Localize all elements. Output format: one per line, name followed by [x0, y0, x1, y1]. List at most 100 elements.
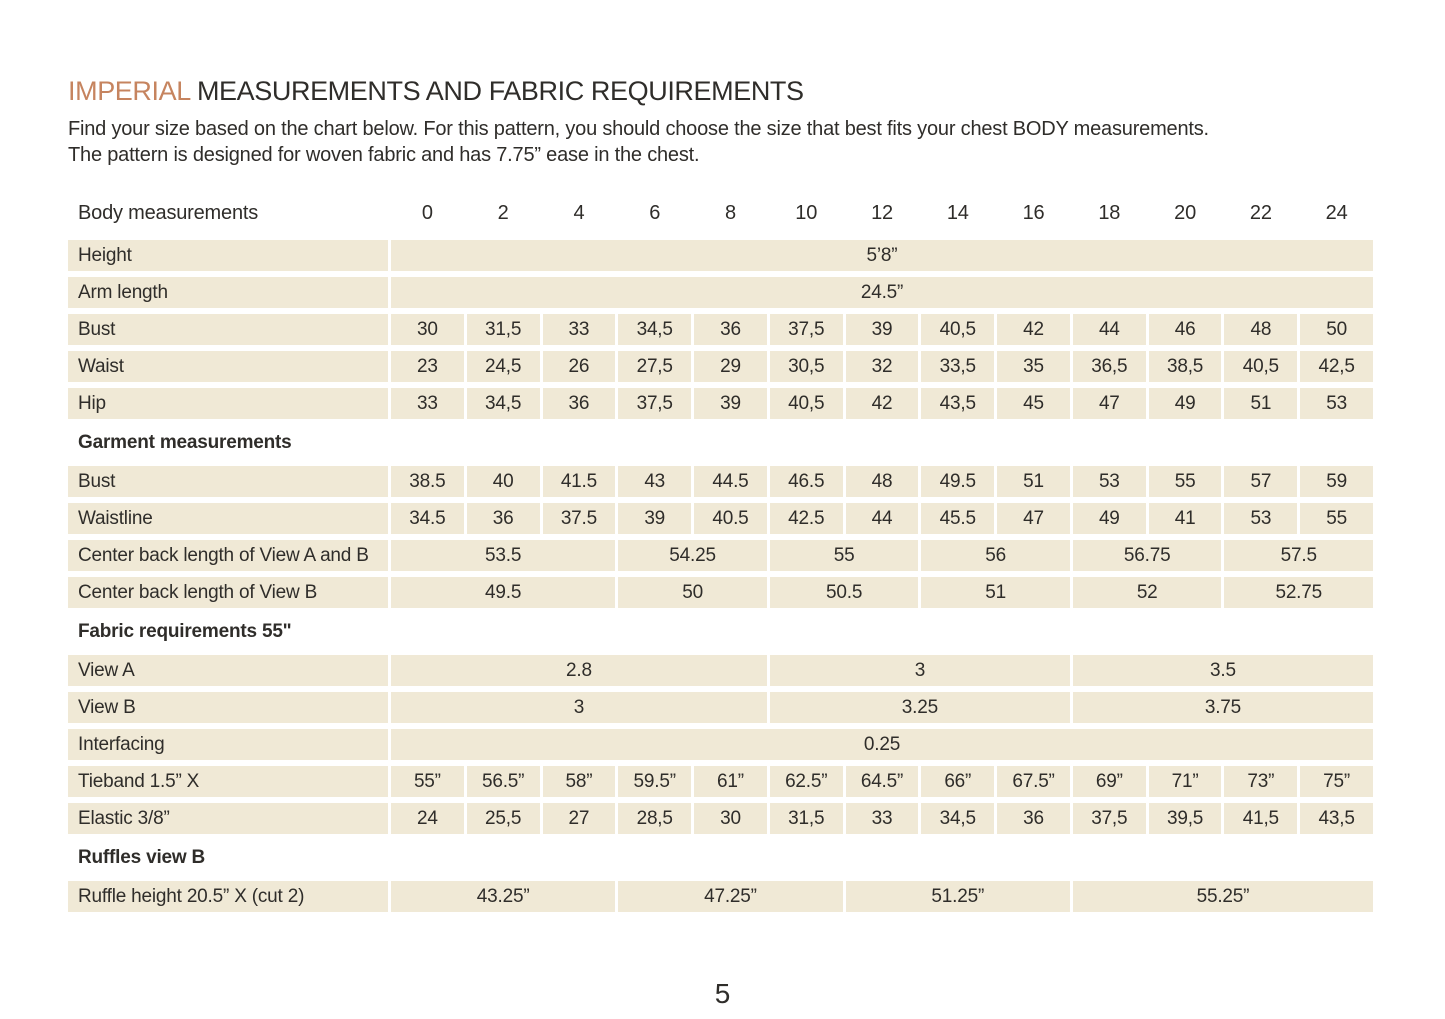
table-cell: 56.75 [1072, 540, 1222, 571]
page-content: IMPERIAL MEASUREMENTS AND FABRIC REQUIRE… [68, 76, 1373, 918]
row-label: View B [68, 692, 388, 723]
table-row: Hip 33 34,5 36 37,5 39 40,5 42 43,5 45 47 49 51 53 [68, 388, 1373, 419]
table-row: Interfacing 0.25 [68, 729, 1373, 760]
table-cell: 29 [694, 351, 767, 382]
table-cell: 41 [1148, 503, 1222, 534]
row-label: Tieband 1.5” X [68, 766, 388, 797]
row-label: Arm length [68, 277, 388, 308]
section-title: Garment measurements [78, 432, 292, 453]
table-cell: 49 [1072, 503, 1146, 534]
table-cell: 40.5 [694, 503, 767, 534]
table-cell: 36 [997, 803, 1070, 834]
table-cell: 47.25” [618, 881, 843, 912]
table-cell: 42,5 [1300, 351, 1373, 382]
table-cell: 28,5 [618, 803, 692, 834]
table-cell: 41,5 [1224, 803, 1298, 834]
table-cell: 59.5” [618, 766, 692, 797]
row-label: Elastic 3/8” [68, 803, 388, 834]
page-number: 5 [714, 978, 731, 1009]
table-cell: 31,5 [769, 803, 843, 834]
table-cell: 57 [1224, 466, 1298, 497]
row-label: Interfacing [68, 729, 388, 760]
table-cell: 34.5 [391, 503, 464, 534]
size-header-cell: 14 [946, 202, 969, 224]
table-cell: 27,5 [618, 351, 692, 382]
table-cell: 67.5” [997, 766, 1070, 797]
row-label: Center back length of View B [68, 577, 388, 608]
table-cell: 51 [1224, 388, 1298, 419]
size-header-cell: 2 [497, 202, 509, 224]
row-label: Hip [68, 388, 388, 419]
intro-line-2: The pattern is designed for woven fabric… [68, 144, 700, 166]
table-cell: 43 [618, 466, 692, 497]
table-cell: 5’8” [391, 240, 1373, 271]
table-cell: 49.5 [921, 466, 995, 497]
table-cell: 38.5 [391, 466, 464, 497]
table-cell: 51 [997, 466, 1070, 497]
table-cell: 43,5 [1300, 803, 1373, 834]
size-header-cell: 8 [724, 202, 736, 224]
table-cell: 45 [997, 388, 1070, 419]
row-label: Waist [68, 351, 388, 382]
table-cell: 54.25 [618, 540, 767, 571]
size-header-cell: 0 [421, 202, 433, 224]
table-cell: 42 [997, 314, 1070, 345]
row-label: Center back length of View A and B [68, 540, 388, 571]
page-title-accent: IMPERIAL [68, 76, 190, 106]
table-body: Height 5’8” Arm length 24.5” Bust 30 31,5 33 34,… [68, 240, 1373, 912]
table-cell: 45.5 [921, 503, 995, 534]
table-cell: 33 [542, 314, 616, 345]
table-row: View B 3 3.25 3.75 [68, 692, 1373, 723]
section-title: Fabric requirements 55" [78, 621, 292, 642]
size-header-cell: 6 [649, 202, 661, 224]
table-cell: 58” [542, 766, 616, 797]
table-cell: 39 [694, 388, 767, 419]
table-cell: 71” [1148, 766, 1222, 797]
table-cell: 56 [921, 540, 1070, 571]
table-row: Tieband 1.5” X 55” 56.5” 58” 59.5” 61” 62.5” 64… [68, 766, 1373, 797]
table-cell: 50.5 [769, 577, 919, 608]
table-cell: 41.5 [542, 466, 616, 497]
table-row: View A 2.8 3 3.5 [68, 655, 1373, 686]
table-cell: 2.8 [391, 655, 767, 686]
table-cell: 34,5 [618, 314, 692, 345]
measurement-table: Body measurements 0 2 4 6 8 10 12 14 16 18 20 22 24 … [68, 198, 1373, 912]
table-row: Center back length of View A and B 53.5 54… [68, 540, 1373, 571]
table-cell: 32 [845, 351, 919, 382]
table-cell: 66” [921, 766, 995, 797]
table-cell: 44 [845, 503, 919, 534]
table-cell: 24 [391, 803, 464, 834]
size-header-cell: 10 [795, 202, 818, 224]
table-cell: 55 [769, 540, 919, 571]
table-cell: 73” [1224, 766, 1298, 797]
size-header-cell: 24 [1325, 202, 1348, 224]
table-row: Height 5’8” [68, 240, 1373, 271]
table-cell: 50 [618, 577, 767, 608]
table-cell: 37.5 [542, 503, 616, 534]
table-cell: 69” [1072, 766, 1146, 797]
table-cell: 42 [845, 388, 919, 419]
table-cell: 40,5 [921, 314, 995, 345]
table-cell: 24,5 [466, 351, 540, 382]
table-cell: 75” [1300, 766, 1373, 797]
table-cell: 31,5 [466, 314, 540, 345]
row-label: Bust [68, 314, 388, 345]
table-cell: 40,5 [769, 388, 843, 419]
table-cell: 26 [542, 351, 616, 382]
table-row: Arm length 24.5” [68, 277, 1373, 308]
table-cell: 39 [845, 314, 919, 345]
table-cell: 53 [1224, 503, 1298, 534]
table-cell: 40 [466, 466, 540, 497]
table-cell: 53.5 [391, 540, 616, 571]
table-cell: 51.25” [845, 881, 1070, 912]
size-header-cell: 16 [1022, 202, 1045, 224]
table-cell: 51 [921, 577, 1070, 608]
page-title-main: MEASUREMENTS AND FABRIC REQUIREMENTS [196, 76, 804, 106]
table-cell: 34,5 [466, 388, 540, 419]
size-header-cell: 18 [1098, 202, 1121, 224]
table-cell: 48 [1224, 314, 1298, 345]
table-row: Elastic 3/8” 24 25,5 27 28,5 30 31,5 33 34,5 36 37… [68, 803, 1373, 834]
table-cell: 53 [1072, 466, 1146, 497]
table-cell: 34,5 [921, 803, 995, 834]
table-cell: 39,5 [1148, 803, 1222, 834]
